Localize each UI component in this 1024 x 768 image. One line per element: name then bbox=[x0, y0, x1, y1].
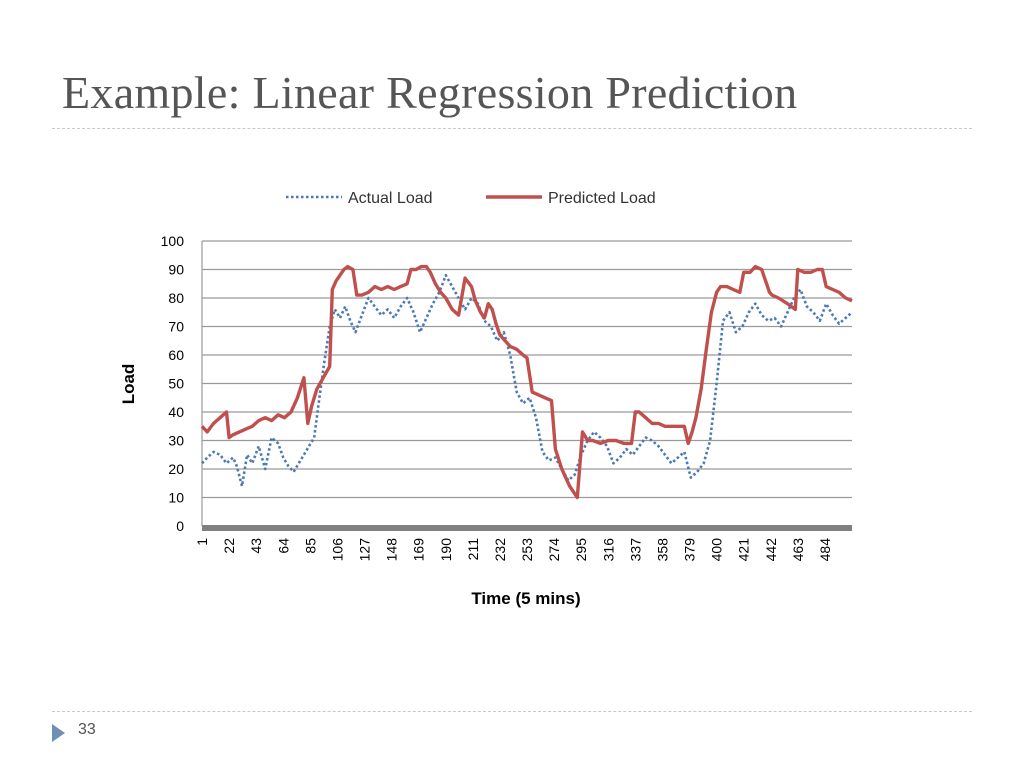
x-tick-label: 106 bbox=[329, 538, 345, 562]
y-tick-labels: 0 10 20 30 40 50 60 70 80 90 100 bbox=[161, 233, 185, 534]
x-tick-label: 274 bbox=[546, 538, 562, 562]
x-tick-label: 232 bbox=[492, 538, 508, 562]
x-tick-label: 379 bbox=[682, 538, 698, 562]
y-tick-label: 90 bbox=[168, 262, 184, 278]
y-tick-label: 40 bbox=[168, 404, 184, 420]
y-tick-label: 60 bbox=[168, 347, 184, 363]
x-axis-bar bbox=[202, 525, 852, 531]
x-tick-label: 358 bbox=[654, 538, 670, 562]
x-tick-label: 316 bbox=[600, 538, 616, 562]
y-tick-label: 0 bbox=[176, 518, 184, 534]
x-tick-label: 22 bbox=[221, 538, 237, 554]
x-tick-label: 43 bbox=[248, 538, 264, 554]
gridlines bbox=[201, 240, 852, 531]
x-tick-label: 169 bbox=[411, 538, 427, 562]
title-divider bbox=[52, 128, 972, 129]
y-tick-label: 100 bbox=[161, 233, 185, 249]
series-line-predicted-load bbox=[200, 264, 853, 500]
series-line-actual-load bbox=[201, 273, 853, 488]
x-tick-label: 190 bbox=[438, 538, 454, 562]
x-tick-label: 1 bbox=[194, 538, 210, 546]
y-tick-label: 20 bbox=[168, 461, 184, 477]
legend-label: Predicted Load bbox=[548, 190, 656, 207]
series-layer bbox=[200, 264, 853, 500]
chart-legend: Actual Load Predicted Load bbox=[286, 190, 656, 207]
x-tick-label: 64 bbox=[275, 538, 291, 554]
x-tick-label: 295 bbox=[573, 538, 589, 562]
x-axis-label: Time (5 mins) bbox=[471, 589, 580, 608]
x-tick-label: 442 bbox=[763, 538, 779, 562]
x-tick-label: 484 bbox=[817, 538, 833, 562]
y-tick-label: 80 bbox=[168, 290, 184, 306]
legend-label: Actual Load bbox=[348, 190, 433, 207]
x-tick-label: 463 bbox=[790, 538, 806, 562]
x-tick-labels: 1 22 43 64 85 106 127 148 169 190 211 232 253 274 295 3… bbox=[194, 538, 833, 562]
x-tick-label: 148 bbox=[384, 538, 400, 562]
y-tick-label: 30 bbox=[168, 433, 184, 449]
slide-title: Example: Linear Regression Prediction bbox=[62, 67, 798, 118]
x-tick-label: 127 bbox=[357, 538, 373, 562]
x-tick-label: 337 bbox=[627, 538, 643, 562]
y-tick-label: 70 bbox=[168, 319, 184, 335]
x-tick-label: 211 bbox=[465, 538, 481, 561]
y-tick-label: 10 bbox=[168, 490, 184, 506]
line-chart: 0 10 20 30 40 50 60 70 80 90 100 1 22 43 64 85 106 127 14… bbox=[119, 190, 853, 608]
footer-arrow-icon bbox=[52, 724, 65, 742]
footer-divider bbox=[52, 711, 972, 712]
x-tick-label: 85 bbox=[302, 538, 318, 554]
x-tick-label: 421 bbox=[736, 538, 752, 562]
page-number: 33 bbox=[78, 721, 96, 738]
x-tick-label: 253 bbox=[519, 538, 535, 562]
y-axis-label: Load bbox=[119, 364, 138, 405]
x-tick-label: 400 bbox=[709, 538, 725, 562]
y-tick-label: 50 bbox=[168, 376, 184, 392]
